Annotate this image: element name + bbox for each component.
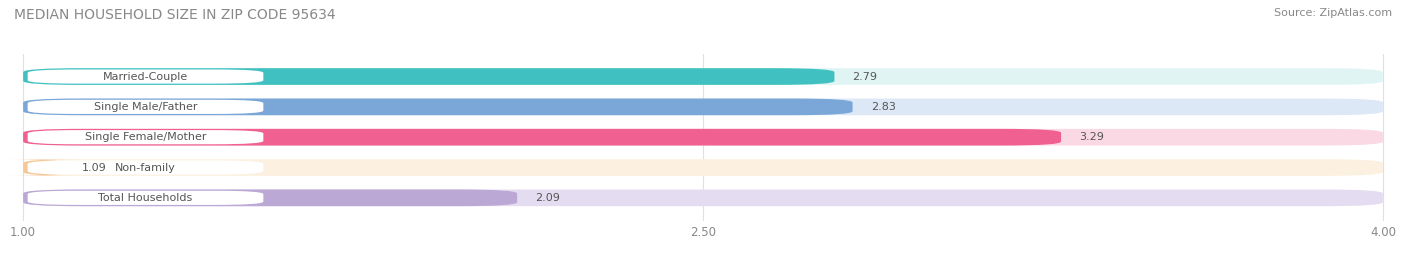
Text: MEDIAN HOUSEHOLD SIZE IN ZIP CODE 95634: MEDIAN HOUSEHOLD SIZE IN ZIP CODE 95634 [14,8,336,22]
Text: 1.09: 1.09 [82,162,107,172]
Text: Total Households: Total Households [98,193,193,203]
FancyBboxPatch shape [28,100,263,114]
Text: 2.79: 2.79 [852,72,877,82]
FancyBboxPatch shape [22,98,852,115]
FancyBboxPatch shape [28,69,263,84]
Text: Married-Couple: Married-Couple [103,72,188,82]
Text: 3.29: 3.29 [1080,132,1104,142]
Text: Source: ZipAtlas.com: Source: ZipAtlas.com [1274,8,1392,18]
FancyBboxPatch shape [28,160,263,175]
FancyBboxPatch shape [6,159,82,176]
FancyBboxPatch shape [22,189,517,206]
FancyBboxPatch shape [28,130,263,144]
Text: Single Male/Father: Single Male/Father [94,102,197,112]
Text: 2.09: 2.09 [536,193,560,203]
FancyBboxPatch shape [22,68,834,85]
FancyBboxPatch shape [22,68,1384,85]
FancyBboxPatch shape [22,129,1062,146]
FancyBboxPatch shape [28,191,263,205]
FancyBboxPatch shape [22,98,1384,115]
Text: 2.83: 2.83 [870,102,896,112]
Text: Single Female/Mother: Single Female/Mother [84,132,207,142]
Text: Non-family: Non-family [115,162,176,172]
FancyBboxPatch shape [22,159,1384,176]
FancyBboxPatch shape [22,189,1384,206]
FancyBboxPatch shape [22,129,1384,146]
